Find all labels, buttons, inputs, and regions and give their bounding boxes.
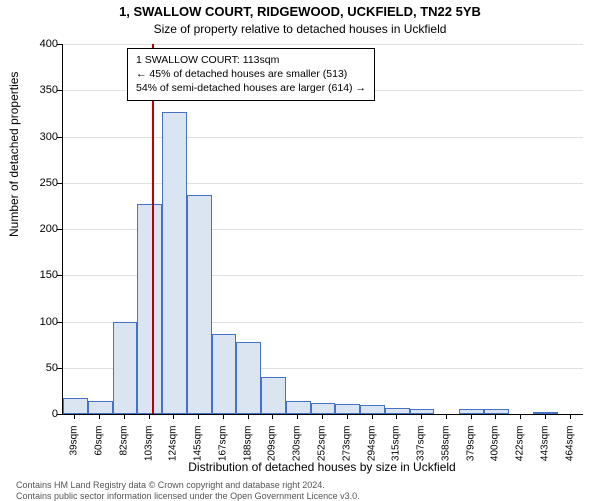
y-tick-label: 400 [22, 38, 58, 50]
x-tick-label: 209sqm [267, 426, 278, 486]
bar [335, 404, 360, 414]
x-tick-label: 103sqm [143, 426, 154, 486]
bar [162, 112, 187, 414]
y-tick-label: 50 [22, 362, 58, 374]
x-tick [223, 414, 224, 419]
y-tick-label: 350 [22, 84, 58, 96]
x-tick-label: 315sqm [391, 426, 402, 486]
bar [187, 195, 212, 414]
x-tick-label: 294sqm [366, 426, 377, 486]
bar [236, 342, 261, 414]
x-tick-label: 379sqm [465, 426, 476, 486]
x-tick-label: 422sqm [515, 426, 526, 486]
x-tick-label: 145sqm [193, 426, 204, 486]
y-tick-label: 150 [22, 269, 58, 281]
x-tick [248, 414, 249, 419]
x-tick [347, 414, 348, 419]
x-tick [446, 414, 447, 419]
x-tick-label: 400sqm [490, 426, 501, 486]
bar [360, 405, 385, 414]
chart-container: 1, SWALLOW COURT, RIDGEWOOD, UCKFIELD, T… [0, 0, 600, 500]
x-tick [297, 414, 298, 419]
x-tick [99, 414, 100, 419]
x-tick [322, 414, 323, 419]
bar [459, 409, 484, 414]
x-tick [74, 414, 75, 419]
title-main: 1, SWALLOW COURT, RIDGEWOOD, UCKFIELD, T… [0, 4, 600, 19]
x-tick-label: 273sqm [341, 426, 352, 486]
y-tick-label: 200 [22, 223, 58, 235]
bar [88, 401, 113, 414]
grid-line [63, 137, 583, 138]
x-tick-label: 39sqm [69, 426, 80, 486]
x-tick [198, 414, 199, 419]
x-tick [124, 414, 125, 419]
y-tick-label: 0 [22, 408, 58, 420]
x-tick-label: 230sqm [292, 426, 303, 486]
bar [311, 403, 336, 414]
x-tick [396, 414, 397, 419]
x-tick [495, 414, 496, 419]
x-tick [173, 414, 174, 419]
info-box-line: 1 SWALLOW COURT: 113sqm [136, 53, 366, 67]
x-tick [570, 414, 571, 419]
x-tick [421, 414, 422, 419]
bar [261, 377, 286, 414]
x-tick-label: 188sqm [242, 426, 253, 486]
y-tick-label: 300 [22, 131, 58, 143]
bar [137, 204, 162, 414]
y-tick-label: 100 [22, 316, 58, 328]
x-tick-label: 167sqm [217, 426, 228, 486]
x-tick [471, 414, 472, 419]
y-axis-label: Number of detached properties [7, 72, 21, 237]
x-tick-label: 124sqm [168, 426, 179, 486]
bar [286, 401, 311, 414]
x-tick-label: 358sqm [440, 426, 451, 486]
bar [63, 398, 88, 414]
x-tick [520, 414, 521, 419]
x-tick-label: 82sqm [118, 426, 129, 486]
plot-area: 1 SWALLOW COURT: 113sqm← 45% of detached… [62, 44, 583, 415]
x-tick-label: 60sqm [94, 426, 105, 486]
info-box-line: ← 45% of detached houses are smaller (51… [136, 67, 366, 81]
x-tick [149, 414, 150, 419]
x-tick-label: 337sqm [416, 426, 427, 486]
x-tick [372, 414, 373, 419]
x-tick-label: 252sqm [317, 426, 328, 486]
y-tick-label: 250 [22, 177, 58, 189]
info-box-line: 54% of semi-detached houses are larger (… [136, 81, 366, 95]
bar [533, 412, 558, 414]
bar [113, 322, 138, 415]
x-tick-label: 443sqm [539, 426, 550, 486]
x-tick [545, 414, 546, 419]
grid-line [63, 44, 583, 45]
info-box: 1 SWALLOW COURT: 113sqm← 45% of detached… [127, 48, 375, 101]
x-tick-label: 464sqm [564, 426, 575, 486]
x-tick [272, 414, 273, 419]
grid-line [63, 183, 583, 184]
bar [212, 334, 237, 414]
title-sub: Size of property relative to detached ho… [0, 22, 600, 36]
